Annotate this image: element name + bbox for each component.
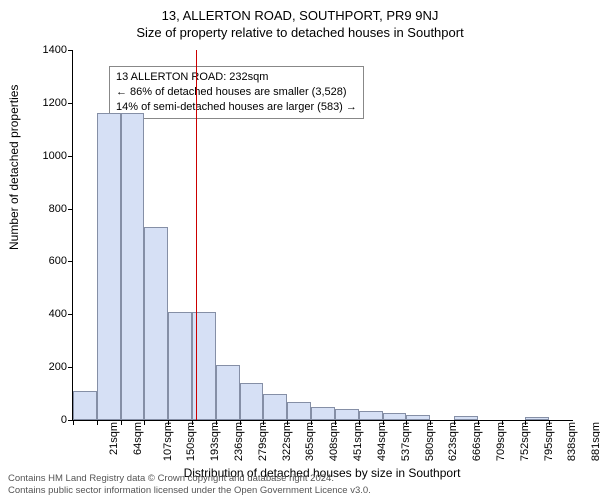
- chart-container: 13, ALLERTON ROAD, SOUTHPORT, PR9 9NJ Si…: [0, 0, 600, 500]
- histogram-bar: [287, 402, 311, 421]
- histogram-bar: [335, 409, 359, 420]
- footer-line-1: Contains HM Land Registry data © Crown c…: [8, 473, 371, 485]
- x-tick-mark: [121, 420, 122, 425]
- x-tick-mark: [168, 420, 169, 425]
- histogram-bar: [525, 417, 549, 420]
- x-tick-label: 666sqm: [465, 422, 483, 461]
- x-tick-label: 150sqm: [180, 422, 198, 461]
- x-tick-label: 881sqm: [584, 422, 600, 461]
- x-tick-label: 322sqm: [275, 422, 293, 461]
- y-tick-label: 1000: [27, 150, 73, 162]
- x-tick-label: 279sqm: [251, 422, 269, 461]
- histogram-bar: [359, 411, 383, 420]
- histogram-bar: [406, 415, 430, 420]
- x-tick-mark: [144, 420, 145, 425]
- x-tick-mark: [311, 420, 312, 425]
- x-tick-label: 64sqm: [126, 422, 144, 455]
- histogram-bar: [383, 413, 407, 420]
- x-tick-label: 795sqm: [537, 422, 555, 461]
- x-tick-label: 193sqm: [203, 422, 221, 461]
- x-tick-label: 107sqm: [156, 422, 174, 461]
- histogram-bar: [97, 113, 121, 420]
- x-tick-label: 580sqm: [418, 422, 436, 461]
- reference-line: [196, 50, 197, 420]
- x-tick-mark: [97, 420, 98, 425]
- x-tick-mark: [335, 420, 336, 425]
- x-tick-label: 623sqm: [441, 422, 459, 461]
- x-tick-label: 752sqm: [513, 422, 531, 461]
- y-tick-label: 800: [27, 203, 73, 215]
- x-tick-mark: [263, 420, 264, 425]
- annotation-box: 13 ALLERTON ROAD: 232sqm← 86% of detache…: [109, 66, 364, 119]
- histogram-bar: [121, 113, 145, 420]
- chart-title-sub: Size of property relative to detached ho…: [0, 23, 600, 40]
- x-tick-mark: [216, 420, 217, 425]
- annotation-line: 13 ALLERTON ROAD: 232sqm: [116, 70, 357, 85]
- x-tick-mark: [406, 420, 407, 425]
- x-tick-mark: [359, 420, 360, 425]
- histogram-bar: [311, 407, 335, 420]
- plot-area: 13 ALLERTON ROAD: 232sqm← 86% of detache…: [72, 50, 573, 421]
- footer-attribution: Contains HM Land Registry data © Crown c…: [8, 473, 371, 497]
- y-axis-label: Number of detached properties: [7, 85, 21, 250]
- x-tick-mark: [478, 420, 479, 425]
- x-tick-label: 451sqm: [346, 422, 364, 461]
- annotation-line: 14% of semi-detached houses are larger (…: [116, 100, 357, 115]
- x-tick-mark: [73, 420, 74, 425]
- y-tick-label: 0: [27, 414, 73, 426]
- y-tick-label: 200: [27, 361, 73, 373]
- histogram-bar: [73, 391, 97, 420]
- y-tick-label: 600: [27, 255, 73, 267]
- histogram-bar: [263, 394, 287, 420]
- histogram-bar: [144, 227, 168, 420]
- x-tick-mark: [502, 420, 503, 425]
- histogram-bar: [168, 312, 192, 420]
- x-tick-mark: [549, 420, 550, 425]
- histogram-bar: [216, 365, 240, 421]
- x-tick-mark: [454, 420, 455, 425]
- x-tick-label: 709sqm: [489, 422, 507, 461]
- x-tick-label: 236sqm: [227, 422, 245, 461]
- x-tick-mark: [525, 420, 526, 425]
- histogram-bar: [240, 383, 264, 420]
- histogram-bar: [454, 416, 478, 420]
- x-tick-label: 537sqm: [394, 422, 412, 461]
- y-tick-label: 1200: [27, 97, 73, 109]
- footer-line-2: Contains public sector information licen…: [8, 485, 371, 497]
- x-tick-label: 365sqm: [299, 422, 317, 461]
- y-tick-label: 400: [27, 308, 73, 320]
- x-tick-mark: [287, 420, 288, 425]
- y-tick-label: 1400: [27, 44, 73, 56]
- x-tick-label: 494sqm: [370, 422, 388, 461]
- x-tick-mark: [430, 420, 431, 425]
- x-tick-label: 408sqm: [322, 422, 340, 461]
- x-tick-mark: [192, 420, 193, 425]
- x-tick-label: 838sqm: [561, 422, 579, 461]
- x-tick-mark: [383, 420, 384, 425]
- x-tick-label: 21sqm: [102, 422, 120, 455]
- x-tick-mark: [240, 420, 241, 425]
- annotation-line: ← 86% of detached houses are smaller (3,…: [116, 85, 357, 100]
- chart-title-main: 13, ALLERTON ROAD, SOUTHPORT, PR9 9NJ: [0, 0, 600, 23]
